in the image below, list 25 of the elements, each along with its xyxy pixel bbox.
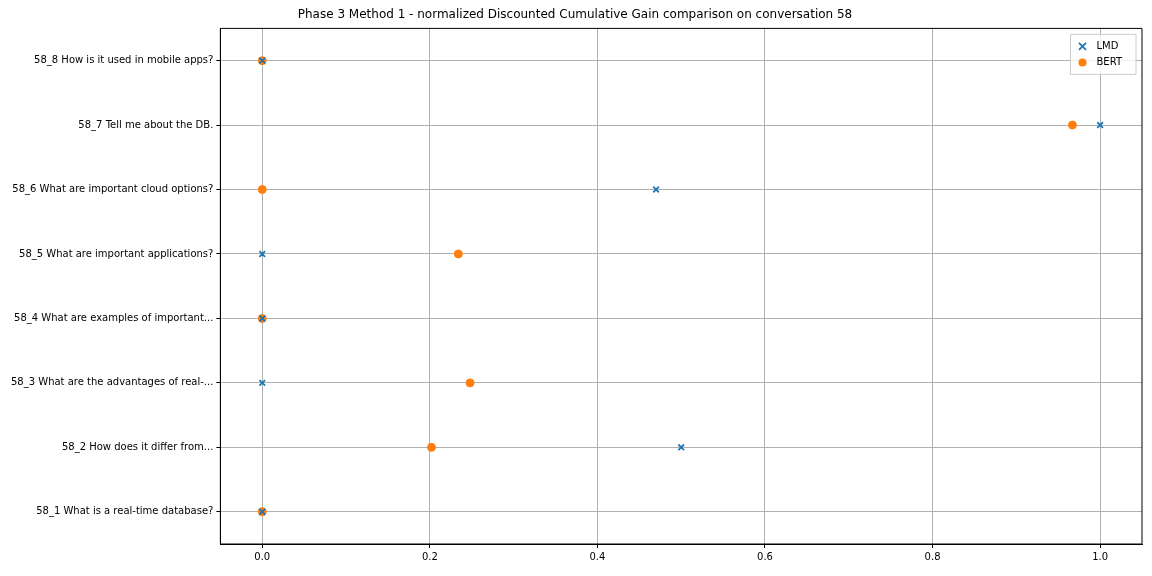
y-tick-label: 58_4 What are examples of important... [14,312,214,325]
point [1067,120,1077,130]
x-tick-label: 0.4 [589,550,606,562]
point [465,378,475,388]
x-tick-label: 0.2 [421,550,438,562]
x-tick-label: 0.0 [254,550,271,562]
y-tick-label: 58_2 How does it differ from... [61,440,214,453]
chart-title: Phase 3 Method 1 - normalized Discounted Cumulative Gain comparison on conversation 58 [297,7,853,22]
y-tick-label: 58_3 What are the advantages of real-... [10,376,214,389]
point [257,185,267,195]
point [1096,121,1104,129]
point [453,249,463,259]
y-tick-label: 58_8 How is it used in mobile apps? [34,54,214,67]
y-tick-label: 58_1 What is a real-time database? [36,505,214,518]
legend-label: BERT [1096,55,1123,67]
y-tick-label: 58_6 What are important cloud options? [12,183,214,196]
x-tick-label: 0.8 [924,550,941,562]
y-tick-label: 58_5 What are important applications? [19,247,214,260]
point [427,442,437,452]
x-tick-label: 0.6 [757,550,773,562]
legend-label: LMD [1096,39,1119,51]
point [677,443,685,452]
y-tick-label: 58_7 Tell me about the DB. [78,118,214,131]
point [258,379,266,387]
x-tick-label: 1.0 [1092,550,1109,562]
